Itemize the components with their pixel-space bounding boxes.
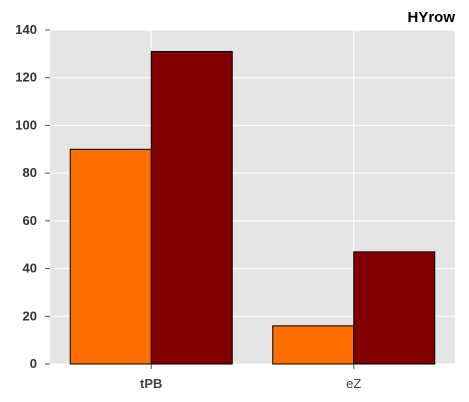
y-tick-label: 80 [23,165,37,180]
chart-title: HYrow [407,9,455,26]
bar-tpb-series-2 [150,50,233,365]
y-tick-label: 20 [23,308,37,323]
bar-ez-series-2 [353,251,436,365]
bar-ez-series-1 [272,325,355,365]
bars-group [69,50,436,365]
y-tick-label: 40 [23,261,37,276]
x-axis: tPB eZ [140,364,361,391]
bar-tpb-series-1 [69,148,152,365]
y-tick-label: 120 [15,70,37,85]
y-tick-label: 140 [15,22,37,37]
y-tick-label: 0 [30,356,37,371]
y-tick-label: 100 [15,117,37,132]
y-axis: 0 20 40 60 80 100 120 140 [15,22,50,371]
x-tick-label: tPB [140,376,162,391]
y-tick-label: 60 [23,213,37,228]
x-tick-label: eZ [346,376,361,391]
